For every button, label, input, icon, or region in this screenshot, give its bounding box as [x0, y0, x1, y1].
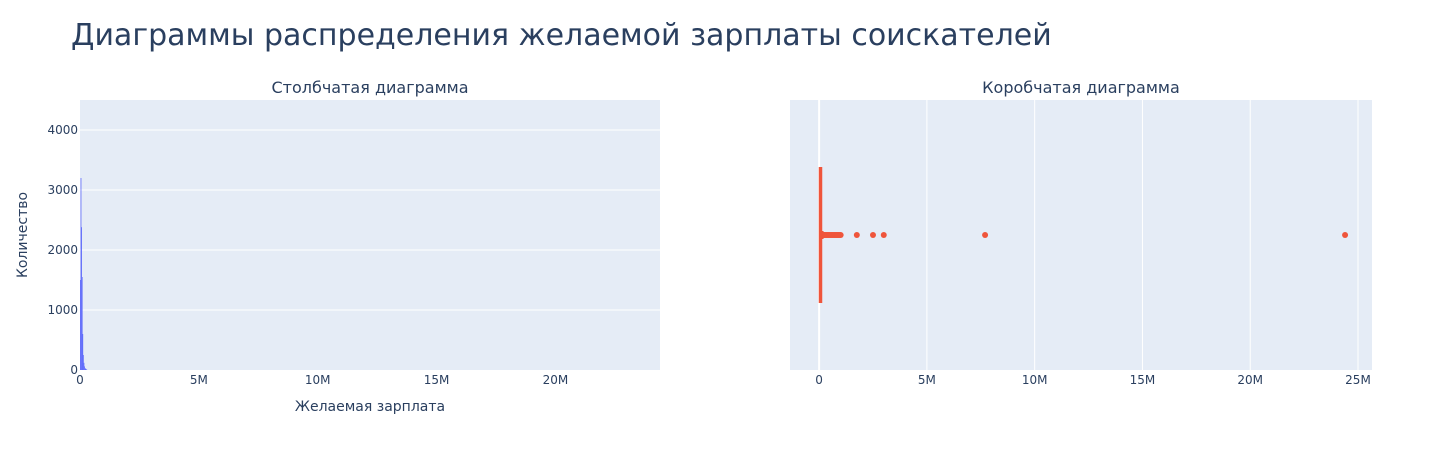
- histogram-x-tick-label: 20M: [543, 373, 569, 387]
- boxplot-panel: Коробчатая диаграмма 0 5M 10M 15M 20M 25M: [790, 78, 1372, 387]
- histogram-bar: [81, 277, 83, 370]
- histogram-title: Столбчатая диаграмма: [271, 78, 468, 97]
- boxplot-outlier-point: [869, 232, 876, 238]
- histogram-y-ticks: 0 1000 2000 3000 4000: [47, 123, 78, 377]
- boxplot-outlier-point: [853, 232, 860, 238]
- boxplot-x-tick-label: 20M: [1237, 373, 1263, 387]
- histogram-x-ticks: 0 5M 10M 15M 20M: [76, 373, 568, 387]
- boxplot-outlier-point: [1342, 232, 1349, 238]
- boxplot-outliers: [819, 232, 1349, 238]
- histogram-bar: [83, 362, 85, 370]
- histogram-y-tick-label: 1000: [47, 303, 78, 317]
- boxplot-x-tick-label: 5M: [918, 373, 936, 387]
- histogram-bar: [82, 355, 84, 370]
- page-title: Диаграммы распределения желаемой зарплат…: [71, 18, 1052, 53]
- boxplot-outlier-point: [837, 232, 844, 238]
- histogram-panel: Столбчатая диаграмма 0 5M 10M 15M 20M 0 1000 2…: [15, 78, 660, 415]
- histogram-plot-area: [80, 100, 660, 370]
- histogram-bar: [80, 280, 81, 370]
- histogram-bar: [81, 227, 82, 370]
- histogram-x-tick-label: 5M: [190, 373, 208, 387]
- histogram-gridlines: [80, 129, 660, 311]
- histogram-bar: [82, 334, 84, 370]
- histogram-y-tick-label: 2000: [47, 243, 78, 257]
- histogram-x-axis-label: Желаемая зарплата: [295, 399, 445, 415]
- histogram-bar: [84, 368, 86, 370]
- histogram-y-tick-label: 4000: [47, 123, 78, 137]
- histogram-bar: [85, 369, 88, 370]
- boxplot-plot-area: [790, 100, 1372, 370]
- histogram-y-tick-label: 3000: [47, 183, 78, 197]
- boxplot-outlier-point: [880, 232, 887, 238]
- histogram-y-axis-label: Количество: [15, 192, 31, 278]
- boxplot-x-tick-label: 0: [815, 373, 823, 387]
- boxplot-x-tick-label: 25M: [1345, 373, 1371, 387]
- boxplot-x-tick-label: 10M: [1022, 373, 1048, 387]
- boxplot-title: Коробчатая диаграмма: [982, 78, 1180, 97]
- histogram-bar: [85, 368, 87, 370]
- histogram-bars: [80, 178, 88, 370]
- histogram-y-tick-label: 0: [70, 363, 78, 377]
- histogram-x-tick-label: 15M: [424, 373, 450, 387]
- histogram-bar: [84, 366, 85, 370]
- histogram-x-tick-label: 10M: [305, 373, 331, 387]
- boxplot-outlier-point: [982, 232, 989, 238]
- histogram-x-tick-label: 0: [76, 373, 84, 387]
- boxplot-x-ticks: 0 5M 10M 15M 20M 25M: [815, 373, 1371, 387]
- histogram-bar: [80, 178, 82, 370]
- boxplot-x-tick-label: 15M: [1130, 373, 1156, 387]
- boxplot-gridlines: [818, 100, 1359, 370]
